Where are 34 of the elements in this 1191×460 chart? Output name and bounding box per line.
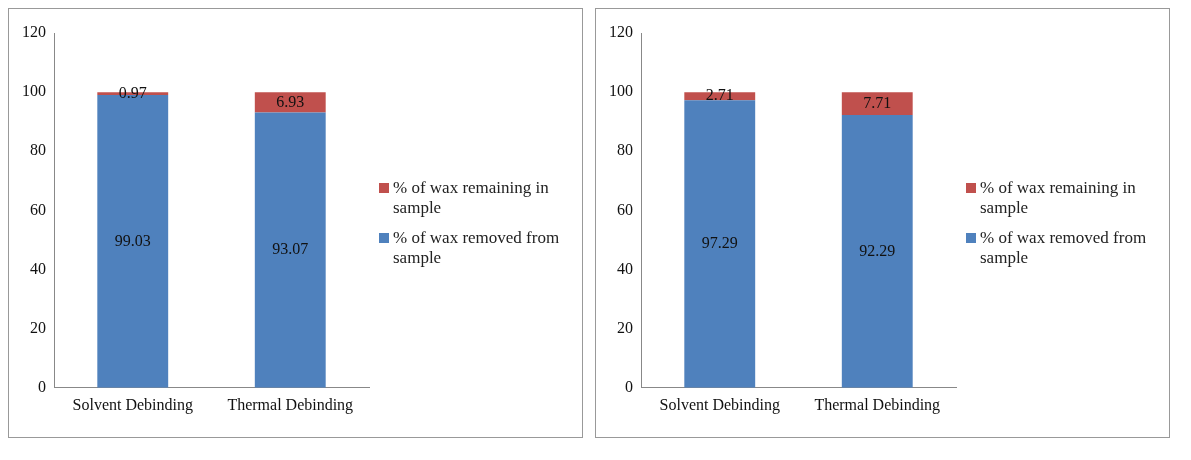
- y-tick-label: 120: [609, 23, 633, 41]
- bar: [841, 92, 913, 115]
- bar: [684, 100, 756, 388]
- y-tick-label: 80: [30, 141, 46, 159]
- legend-label: % of wax remaining in sample: [393, 178, 550, 218]
- x-tick-label: Thermal Debinding: [814, 395, 941, 414]
- y-tick-label: 0: [625, 378, 633, 395]
- y-tick-label: 80: [617, 141, 633, 159]
- y-tick-label: 60: [30, 200, 46, 218]
- legend-label: % of wax removed from sample: [393, 228, 561, 268]
- y-tick-label: 20: [617, 318, 633, 336]
- y-tick-label: 100: [22, 82, 46, 100]
- legend-label: % of wax remaining in sample: [980, 178, 1137, 218]
- bar: [254, 92, 326, 113]
- y-tick-label: 40: [617, 259, 633, 277]
- y-tick-label: 40: [30, 259, 46, 277]
- data-label: 0.97: [118, 83, 147, 101]
- y-tick-label: 120: [22, 23, 46, 41]
- data-label: 93.07: [272, 240, 309, 258]
- y-tick-label: 20: [30, 318, 46, 336]
- data-label: 97.29: [701, 234, 738, 252]
- x-tick-label: Solvent Debinding: [72, 395, 193, 414]
- data-label: 7.71: [863, 93, 892, 111]
- data-label: 6.93: [276, 92, 305, 110]
- bar: [254, 112, 326, 388]
- x-tick-label: Thermal Debinding: [227, 395, 354, 414]
- y-tick-label: 60: [617, 200, 633, 218]
- y-tick-label: 0: [38, 378, 46, 395]
- y-tick-label: 100: [609, 82, 633, 100]
- legend-label: % of wax removed from sample: [980, 228, 1148, 268]
- bar: [841, 114, 913, 388]
- x-tick-label: Solvent Debinding: [659, 395, 780, 414]
- data-label: 92.29: [859, 241, 896, 259]
- data-label: 99.03: [114, 231, 151, 249]
